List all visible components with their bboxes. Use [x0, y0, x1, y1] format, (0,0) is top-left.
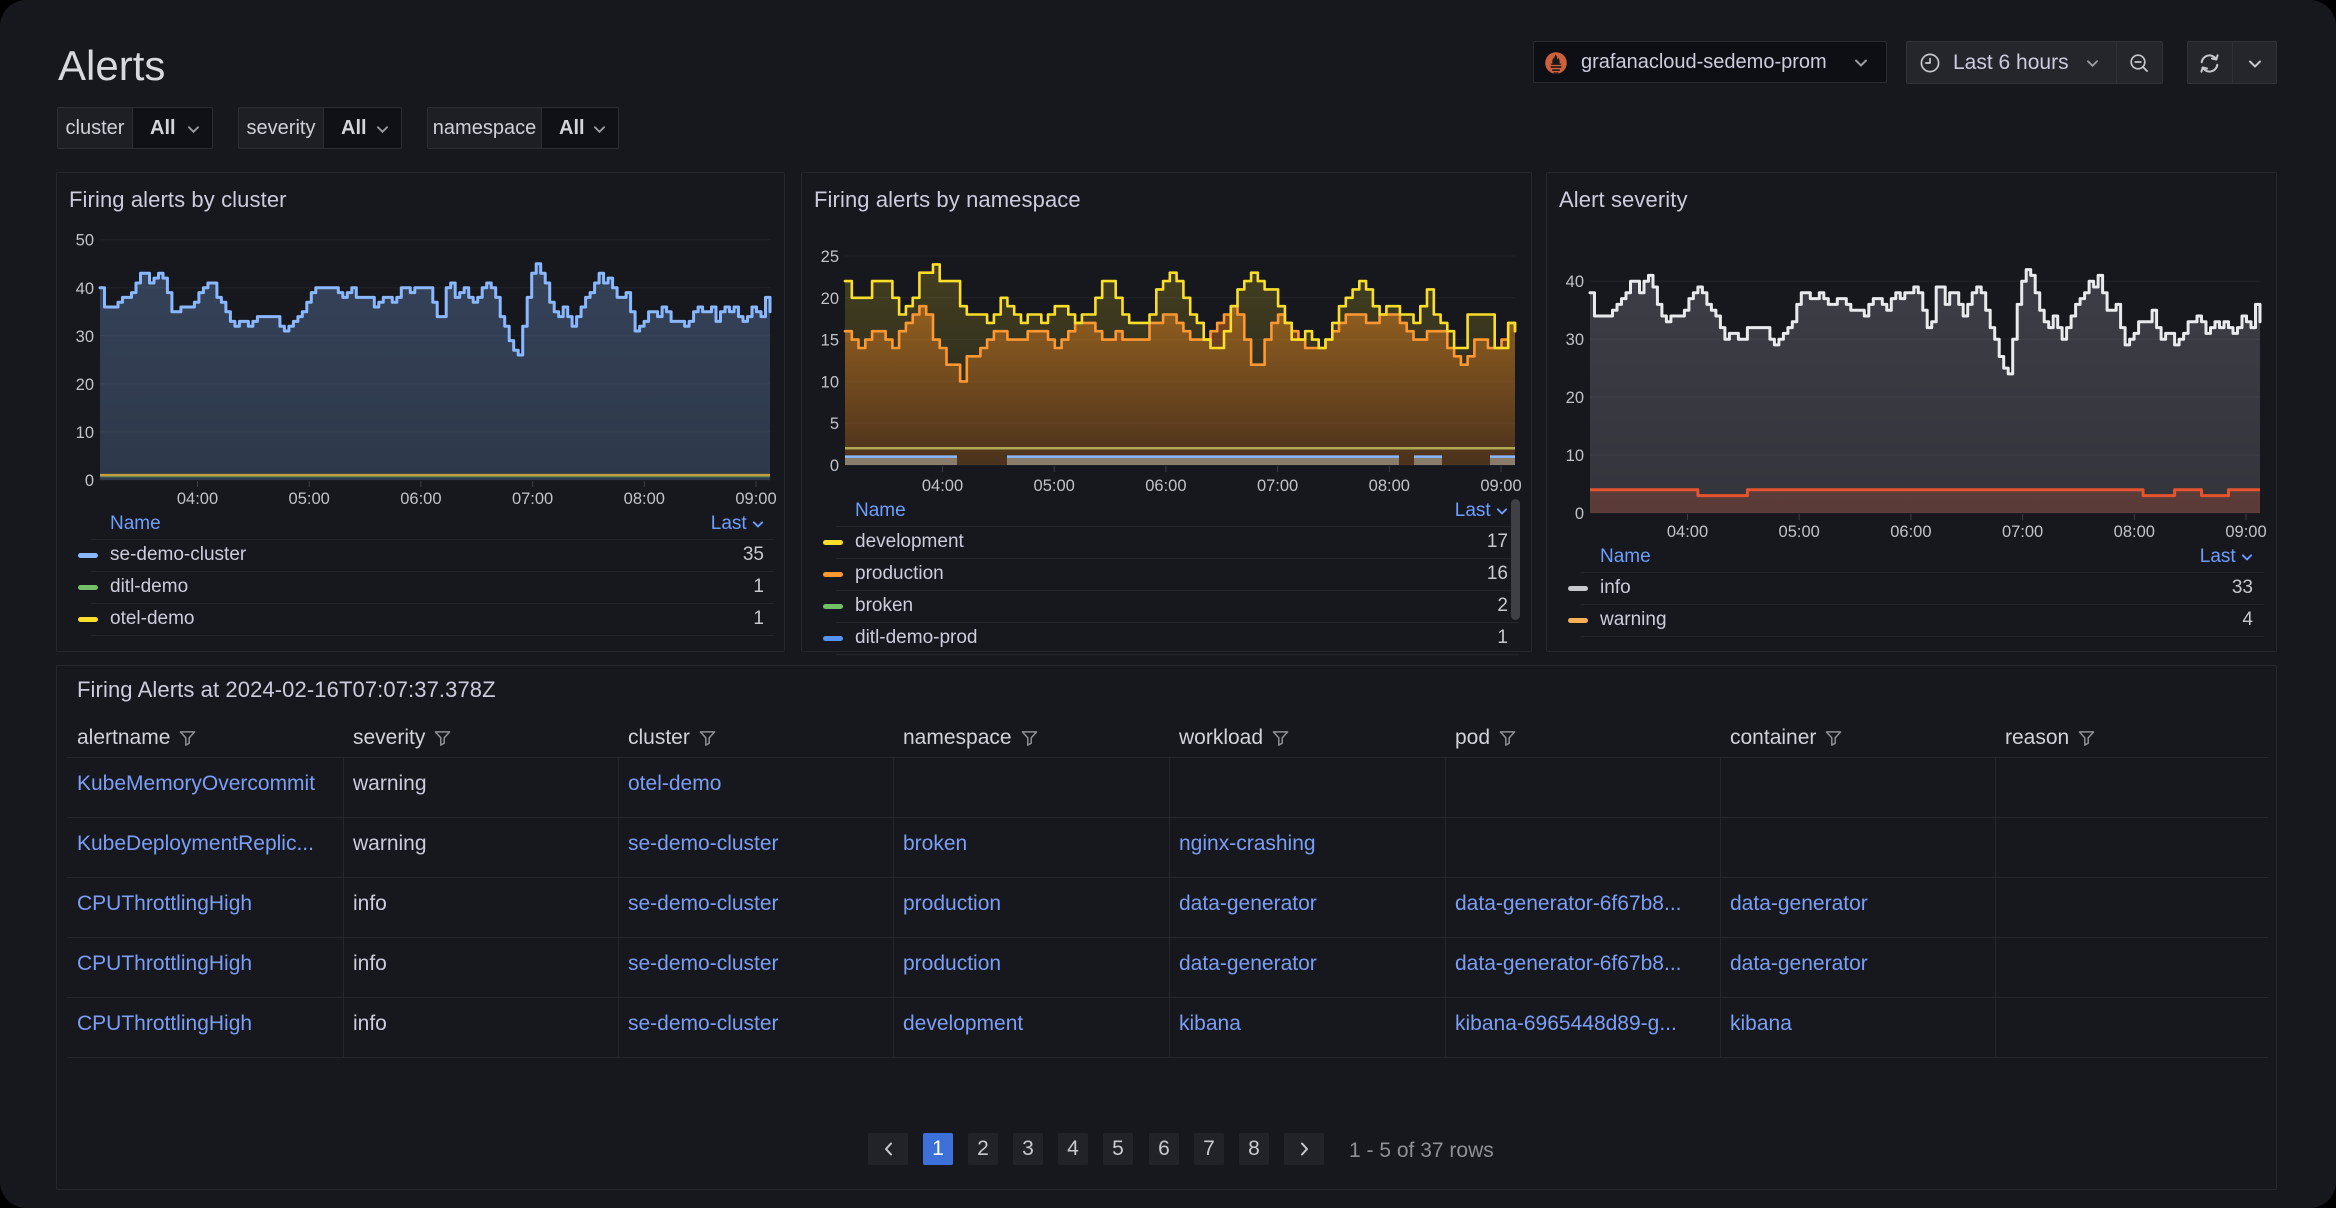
- svg-text:30: 30: [1566, 331, 1584, 349]
- svg-text:5: 5: [830, 415, 839, 433]
- svg-text:07:00: 07:00: [2002, 523, 2043, 541]
- svg-text:10: 10: [821, 373, 839, 391]
- svg-text:25: 25: [821, 248, 839, 266]
- svg-text:07:00: 07:00: [512, 490, 553, 508]
- svg-text:0: 0: [85, 472, 94, 490]
- svg-text:07:00: 07:00: [1257, 477, 1298, 495]
- svg-text:10: 10: [76, 424, 94, 442]
- svg-text:04:00: 04:00: [922, 477, 963, 495]
- svg-text:0: 0: [1575, 505, 1584, 523]
- svg-text:20: 20: [1566, 389, 1584, 407]
- svg-text:04:00: 04:00: [1667, 523, 1708, 541]
- svg-text:50: 50: [76, 232, 94, 250]
- svg-text:06:00: 06:00: [400, 490, 441, 508]
- svg-text:20: 20: [821, 290, 839, 308]
- svg-text:09:00: 09:00: [2225, 523, 2266, 541]
- svg-text:05:00: 05:00: [1034, 477, 1075, 495]
- svg-text:08:00: 08:00: [624, 490, 665, 508]
- svg-text:0: 0: [830, 457, 839, 475]
- svg-text:09:00: 09:00: [1480, 477, 1521, 495]
- svg-text:20: 20: [76, 376, 94, 394]
- svg-text:09:00: 09:00: [735, 490, 776, 508]
- svg-text:30: 30: [76, 328, 94, 346]
- svg-text:05:00: 05:00: [289, 490, 330, 508]
- svg-text:06:00: 06:00: [1890, 523, 1931, 541]
- svg-text:15: 15: [821, 332, 839, 350]
- svg-text:05:00: 05:00: [1779, 523, 1820, 541]
- svg-text:08:00: 08:00: [2114, 523, 2155, 541]
- svg-text:10: 10: [1566, 447, 1584, 465]
- svg-text:08:00: 08:00: [1369, 477, 1410, 495]
- svg-text:40: 40: [76, 280, 94, 298]
- svg-text:06:00: 06:00: [1145, 477, 1186, 495]
- svg-text:40: 40: [1566, 273, 1584, 291]
- svg-text:04:00: 04:00: [177, 490, 218, 508]
